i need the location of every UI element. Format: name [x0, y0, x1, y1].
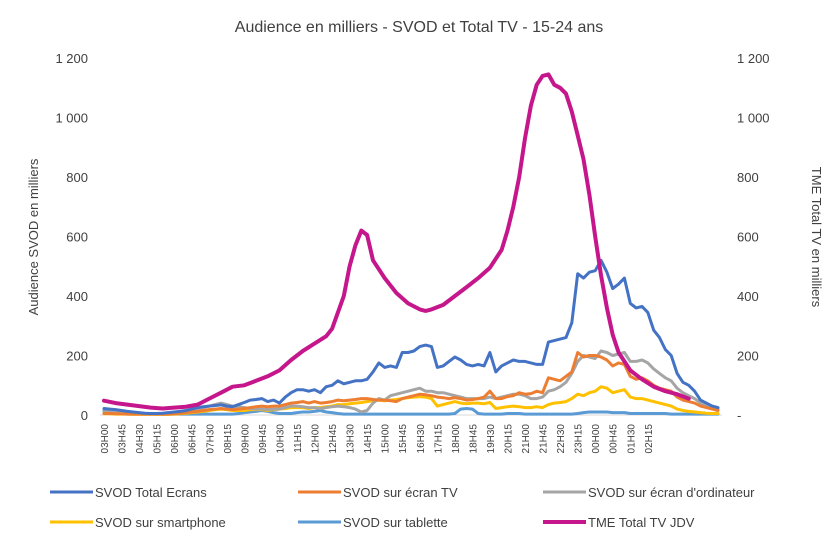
legend-label: SVOD sur écran d'ordinateur [588, 485, 755, 500]
y2-tick-label: 400 [737, 289, 759, 304]
y2-tick-label: - [737, 408, 741, 423]
legend-label: TME Total TV JDV [588, 515, 695, 530]
x-tick-label: 02H15 [644, 424, 655, 454]
x-tick-label: 12H45 [328, 424, 339, 454]
y2-tick-label: 800 [737, 170, 759, 185]
y2-tick-label: 1 200 [737, 51, 770, 66]
series-lines [102, 72, 720, 416]
series-line-1 [102, 351, 720, 416]
series-line-0 [102, 258, 720, 415]
y-tick-label: 1 200 [55, 51, 88, 66]
y2-tick-label: 200 [737, 349, 759, 364]
series-line-4 [102, 407, 720, 416]
x-tick-label: 19H30 [486, 424, 497, 454]
y2-tick-label: 600 [737, 230, 759, 245]
y-tick-label: 400 [66, 289, 88, 304]
x-tick-label: 01H30 [626, 424, 637, 454]
x-tick-label: 10H30 [275, 424, 286, 454]
x-tick-label: 18H45 [468, 424, 479, 454]
legend-label: SVOD sur smartphone [95, 515, 226, 530]
x-tick-label: 03H00 [100, 424, 111, 454]
left-axis-label: Audience SVOD en milliers [26, 158, 41, 315]
x-tick-label: 03H45 [118, 424, 129, 454]
y2-tick-label: 1 000 [737, 111, 770, 126]
x-tick-label: 20H15 [503, 424, 514, 454]
right-axis-label: TME Total TV en milliers [809, 167, 824, 308]
x-tick-label: 15H00 [381, 424, 392, 454]
right-tick-labels: - 200 400 600 800 1 000 1 200 [737, 51, 770, 423]
y-tick-label: 200 [66, 349, 88, 364]
x-tick-label: 12H00 [311, 424, 322, 454]
x-tick-labels: 03H00 03H45 04H30 05H15 06H00 06H45 07H30 08H15… [100, 424, 655, 454]
x-tick-label: 17H15 [433, 424, 444, 454]
x-tick-label: 15H45 [398, 424, 409, 454]
x-tick-label: 08H15 [223, 424, 234, 454]
chart-title: Audience en milliers - SVOD et Total TV … [235, 19, 603, 36]
x-tick-label: 00H45 [609, 424, 620, 454]
x-tick-label: 09H00 [240, 424, 251, 454]
x-tick-label: 06H45 [188, 424, 199, 454]
y-tick-label: 0 [81, 408, 88, 423]
x-tick-label: 14H15 [363, 424, 374, 454]
x-tick-label: 23H15 [574, 424, 585, 454]
left-tick-labels: 0 200 400 600 800 1 000 1 200 [55, 51, 88, 423]
legend-label: SVOD Total Ecrans [95, 485, 207, 500]
x-tick-label: 05H15 [153, 424, 164, 454]
y-tick-label: 800 [66, 170, 88, 185]
x-tick-label: 18H00 [451, 424, 462, 454]
x-tick-label: 00H00 [591, 424, 602, 454]
legend-label: SVOD sur tablette [343, 515, 448, 530]
x-tick-label: 16H30 [416, 424, 427, 454]
legend: SVOD Total Ecrans SVOD sur écran TV SVOD s… [50, 485, 755, 530]
x-tick-label: 11H15 [293, 424, 304, 453]
x-tick-label: 13H30 [346, 424, 357, 454]
x-tick-label: 21H45 [539, 424, 550, 454]
y-tick-label: 1 000 [55, 111, 88, 126]
series-line-5 [102, 72, 691, 411]
x-tick-label: 04H30 [135, 424, 146, 454]
x-tick-label: 06H00 [170, 424, 181, 454]
x-tick-label: 21H00 [521, 424, 532, 454]
x-tick-label: 09H45 [258, 424, 269, 454]
x-tick-label: 22H30 [556, 424, 567, 454]
y-tick-label: 600 [66, 230, 88, 245]
x-tick-label: 07H30 [205, 424, 216, 454]
legend-label: SVOD sur écran TV [343, 485, 458, 500]
